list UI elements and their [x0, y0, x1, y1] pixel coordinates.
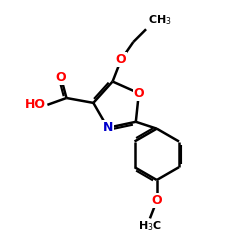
Text: CH$_3$: CH$_3$	[148, 13, 172, 27]
Text: O: O	[152, 194, 162, 207]
Text: O: O	[56, 72, 66, 85]
Text: HO: HO	[25, 98, 46, 111]
Text: H$_3$C: H$_3$C	[138, 220, 162, 234]
Text: O: O	[116, 53, 126, 66]
Text: N: N	[102, 121, 113, 134]
Text: O: O	[134, 87, 144, 100]
